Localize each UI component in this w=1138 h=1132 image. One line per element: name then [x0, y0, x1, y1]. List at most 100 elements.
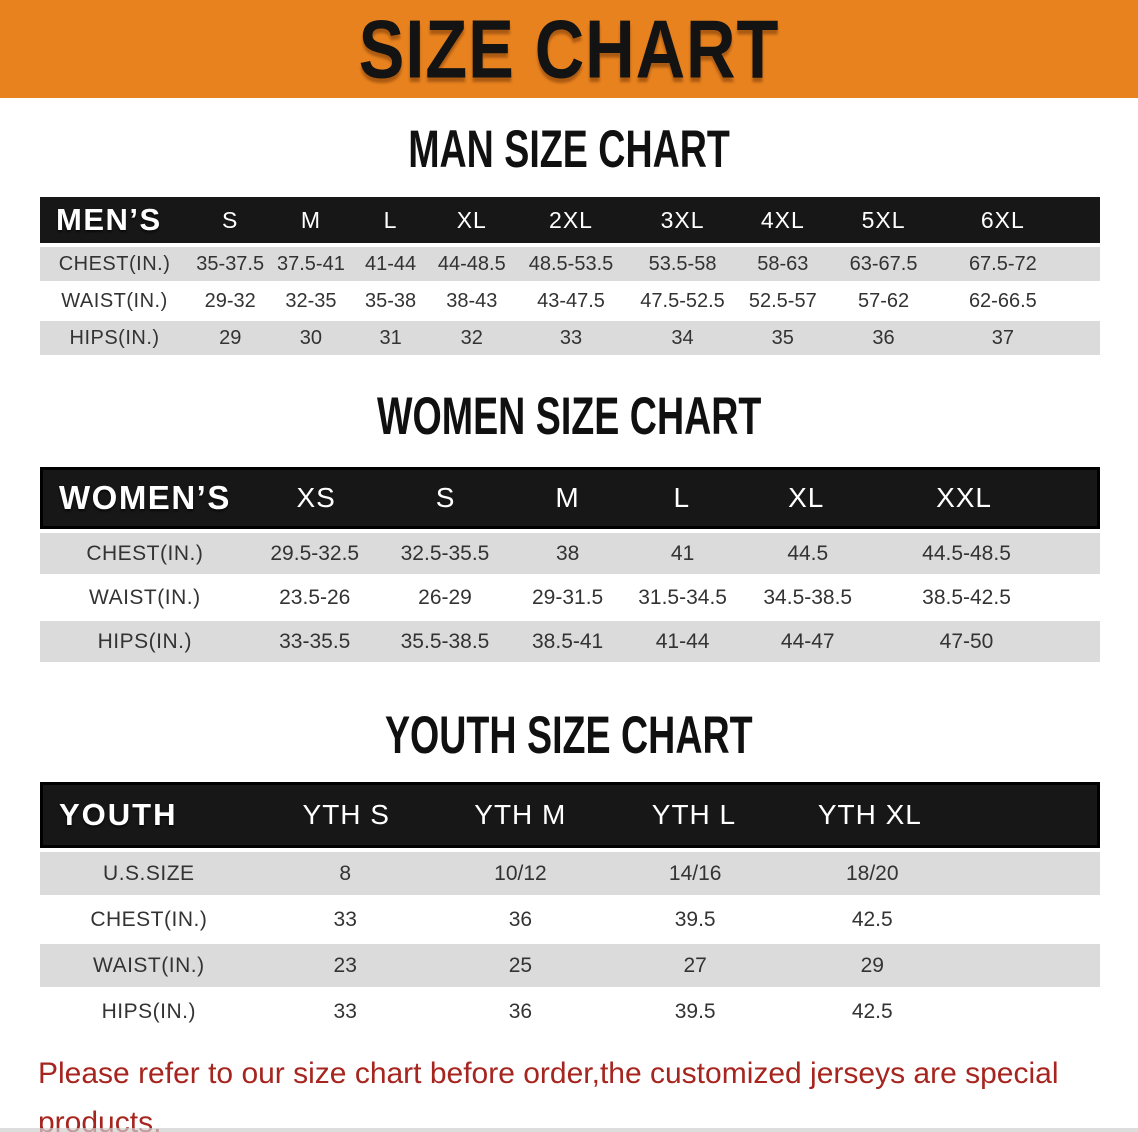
table-cell: 44-47 — [780, 629, 835, 653]
table-cell: 31.5-34.5 — [638, 585, 727, 609]
table-cell: 35-38 — [365, 289, 417, 312]
men-section-title-text: MAN SIZE CHART — [408, 118, 730, 179]
table-cell: 41 — [670, 541, 695, 565]
measurement-row-label: U.S.SIZE — [103, 861, 195, 885]
table-cell: 52.5-57 — [748, 289, 817, 312]
table-cell: 43-47.5 — [537, 289, 605, 312]
size-column-header: L — [383, 206, 398, 233]
table-row: WAIST(IN.) 23.5-26 26-29 29-31.5 31.5-34.5 34… — [40, 577, 1100, 618]
table-cell: 29 — [860, 953, 884, 977]
table-cell: 34.5-38.5 — [763, 585, 853, 609]
women-section-title: WOMEN SIZE CHART — [0, 385, 1138, 446]
table-cell: 33 — [333, 999, 357, 1023]
size-column-header: XL — [456, 206, 487, 233]
bottom-edge-line — [0, 1128, 1138, 1132]
size-column-header: 5XL — [861, 206, 906, 233]
youth-section-title-text: YOUTH SIZE CHART — [385, 704, 753, 765]
size-column-header: S — [222, 206, 239, 233]
table-row: CHEST(IN.) 33 36 39.5 42.5 — [40, 898, 1100, 941]
measurement-row-label: WAIST(IN.) — [89, 585, 201, 609]
table-row: WAIST(IN.) 23 25 27 29 — [40, 944, 1100, 987]
size-column-header: YTH M — [474, 799, 567, 830]
table-cell: 29-32 — [204, 289, 256, 312]
table-cell: 23.5-26 — [279, 585, 351, 609]
table-group-label: MEN’S — [56, 202, 162, 237]
table-cell: 39.5 — [674, 999, 716, 1023]
table-cell: 37 — [991, 326, 1014, 349]
size-column-header: 3XL — [660, 206, 705, 233]
measurement-row-label: HIPS(IN.) — [69, 326, 160, 349]
table-cell: 31 — [379, 326, 402, 349]
men-section-title: MAN SIZE CHART — [0, 118, 1138, 179]
table-cell: 63-67.5 — [849, 252, 918, 275]
table-row: CHEST(IN.) 29.5-32.5 32.5-35.5 38 41 44.5 44.5… — [40, 533, 1100, 574]
size-column-header: XS — [296, 482, 336, 513]
size-column-header: XL — [788, 482, 825, 513]
table-cell: 36 — [508, 999, 533, 1023]
table-cell: 62-66.5 — [968, 289, 1037, 312]
disclaimer: Please refer to our size chart before or… — [0, 1049, 1138, 1132]
measurement-row-label: HIPS(IN.) — [97, 629, 192, 653]
table-row: HIPS(IN.) 33 36 39.5 42.5 — [40, 990, 1100, 1033]
table-cell: 29-31.5 — [532, 585, 604, 609]
measurement-row-label: CHEST(IN.) — [86, 541, 204, 565]
table-cell: 33 — [333, 907, 357, 931]
table-cell: 29 — [219, 326, 242, 349]
measurement-row-label: WAIST(IN.) — [93, 953, 205, 977]
table-cell: 35.5-38.5 — [400, 629, 490, 653]
table-row: HIPS(IN.) 29 30 31 32 33 34 35 36 37 — [40, 321, 1100, 355]
table-row: CHEST(IN.) 35-37.5 37.5-41 41-44 44-48.5 48.5… — [40, 247, 1100, 281]
youth-section: YOUTH SIZE CHART YOUTH YTH S YTH M YTH L YTH… — [0, 704, 1138, 1033]
table-cell: 29.5-32.5 — [270, 541, 360, 565]
table-row: U.S.SIZE 8 10/12 14/16 18/20 — [40, 852, 1100, 895]
table-cell: 27 — [683, 953, 707, 977]
table-cell: 47.5-52.5 — [640, 289, 725, 312]
table-group-label: WOMEN’S — [59, 479, 231, 516]
table-cell: 26-29 — [418, 585, 472, 609]
table-cell: 38.5-41 — [532, 629, 604, 653]
banner-title: SIZE CHART — [358, 2, 780, 96]
size-column-header: 4XL — [760, 206, 805, 233]
table-cell: 25 — [508, 953, 533, 977]
table-cell: 32 — [460, 326, 483, 349]
size-column-header: YTH L — [651, 799, 737, 830]
youth-section-title: YOUTH SIZE CHART — [0, 704, 1138, 765]
measurement-row-label: HIPS(IN.) — [101, 999, 196, 1023]
women-section-title-text: WOMEN SIZE CHART — [376, 385, 762, 446]
table-cell: 32.5-35.5 — [400, 541, 490, 565]
table-cell: 44.5-48.5 — [922, 541, 1011, 565]
size-column-header: L — [673, 482, 691, 513]
table-cell: 38-43 — [446, 289, 498, 312]
table-cell: 67.5-72 — [968, 252, 1037, 275]
men-size-table: MEN’S S M L XL 2XL 3XL 4XL 5XL 6XL CHEST(IN.) 35-37… — [40, 197, 1100, 355]
table-cell: 33 — [559, 326, 583, 349]
table-cell: 23 — [333, 953, 357, 977]
table-cell: 42.5 — [851, 999, 893, 1023]
table-cell: 41-44 — [365, 252, 417, 275]
table-row: HIPS(IN.) 33-35.5 35.5-38.5 38.5-41 41-44 44-… — [40, 621, 1100, 662]
size-column-header: XXL — [936, 482, 993, 513]
table-header-row: WOMEN’S XS S M L XL XXL — [40, 467, 1100, 529]
size-column-header: YTH S — [302, 799, 390, 830]
measurement-row-label: CHEST(IN.) — [90, 907, 208, 931]
table-cell: 36 — [872, 326, 895, 349]
men-section: MAN SIZE CHART MEN’S S M L XL 2XL 3XL 4XL 5XL 6XL… — [0, 118, 1138, 355]
table-cell: 18/20 — [845, 861, 899, 885]
table-cell: 8 — [339, 861, 352, 885]
size-column-header: 2XL — [549, 206, 593, 233]
table-header-row: YOUTH YTH S YTH M YTH L YTH XL — [40, 782, 1100, 848]
women-section: WOMEN SIZE CHART WOMEN’S XS S M L XL XXL CHEST(… — [0, 385, 1138, 662]
measurement-row-label: CHEST(IN.) — [58, 252, 171, 275]
table-cell: 47-50 — [939, 629, 994, 653]
table-row: WAIST(IN.) 29-32 32-35 35-38 38-43 43-47.5 47.… — [40, 284, 1100, 318]
table-cell: 41-44 — [655, 629, 710, 653]
table-cell: 42.5 — [851, 907, 893, 931]
banner: SIZE CHART — [0, 0, 1138, 98]
measurement-row-label: WAIST(IN.) — [61, 289, 168, 312]
table-cell: 35 — [771, 326, 794, 349]
table-cell: 33-35.5 — [279, 629, 351, 653]
table-cell: 35-37.5 — [196, 252, 265, 275]
size-column-header: M — [555, 482, 580, 513]
size-column-header: YTH XL — [817, 799, 922, 830]
